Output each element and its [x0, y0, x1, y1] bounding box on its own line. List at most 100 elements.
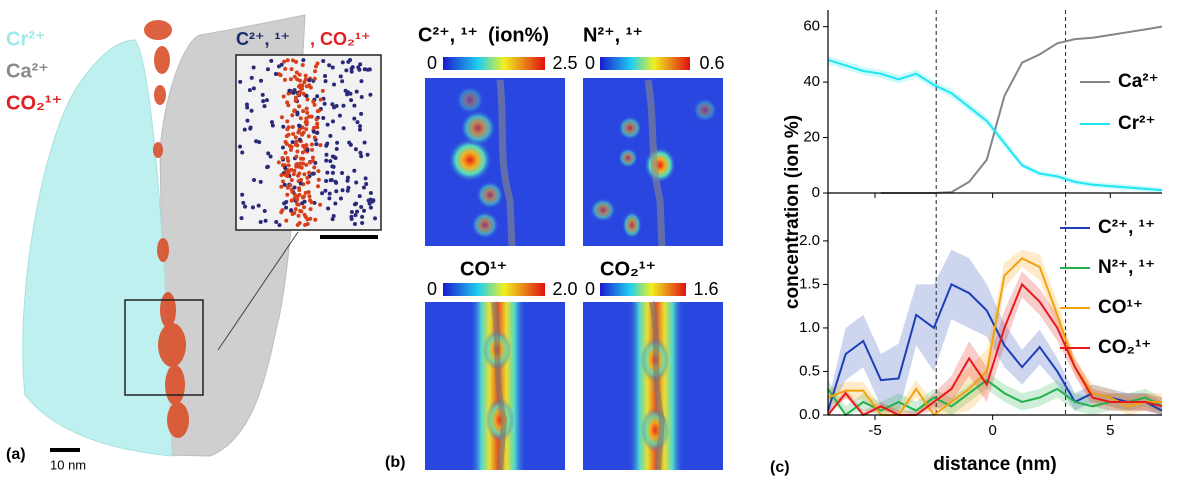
panel-b: (b) (ion%) C²⁺, ¹⁺ 0 2.5 N²⁺, ¹⁺ 0 0.6 CO¹⁺ 0 2.…	[385, 24, 725, 471]
atom	[258, 179, 263, 184]
atom	[248, 126, 253, 131]
atom	[311, 99, 316, 104]
atom	[349, 98, 354, 103]
atom	[301, 58, 306, 63]
atom	[358, 62, 363, 67]
atom	[285, 119, 290, 124]
zoom-connector	[217, 231, 299, 351]
atom	[332, 155, 337, 160]
atom	[359, 94, 364, 99]
atom	[299, 209, 304, 214]
atom	[289, 67, 294, 72]
colorbar	[443, 57, 545, 70]
atom	[269, 120, 274, 125]
atom	[307, 170, 312, 175]
atom	[349, 209, 354, 214]
atom	[355, 209, 360, 214]
atom	[318, 143, 323, 148]
atom	[289, 208, 294, 213]
atom	[314, 117, 319, 122]
atom	[340, 79, 345, 84]
atom	[321, 58, 326, 63]
atom	[305, 110, 310, 115]
error-band	[828, 55, 1162, 193]
atom	[331, 213, 336, 218]
atom	[335, 140, 340, 145]
atom	[304, 106, 309, 111]
atom	[328, 159, 333, 164]
atom	[241, 200, 246, 205]
atom	[358, 150, 363, 155]
heatmap	[425, 301, 565, 471]
atom	[307, 194, 312, 199]
atom	[334, 189, 339, 194]
atom	[291, 172, 296, 177]
atom	[324, 152, 329, 157]
atom	[282, 59, 287, 64]
atom	[294, 139, 299, 144]
atom	[250, 205, 255, 210]
atom	[265, 164, 270, 169]
atom	[340, 171, 345, 176]
atom	[244, 102, 249, 107]
atom	[293, 142, 298, 147]
map-title: C²⁺, ¹⁺	[418, 24, 478, 46]
atom	[312, 76, 317, 81]
atom	[365, 67, 370, 72]
atom	[359, 111, 364, 116]
atom	[288, 77, 293, 82]
atom	[298, 116, 303, 121]
atom	[296, 130, 301, 135]
atom	[345, 175, 350, 180]
atom	[299, 156, 304, 161]
atom	[340, 60, 345, 65]
atom	[256, 203, 261, 208]
atom	[243, 204, 248, 209]
atom	[303, 73, 308, 78]
atom	[323, 74, 328, 79]
atom	[289, 198, 294, 203]
atom	[361, 185, 366, 190]
atom	[296, 173, 301, 178]
atom	[315, 130, 320, 135]
atom	[362, 67, 367, 72]
atom	[239, 216, 244, 221]
y-tick-label: 1.0	[799, 319, 820, 336]
y-tick-label: 1.5	[799, 275, 820, 292]
atom	[281, 94, 286, 99]
atom	[289, 167, 294, 172]
atom	[245, 105, 250, 110]
atom	[240, 150, 245, 155]
atom	[251, 65, 256, 70]
x-axis-label: distance (nm)	[933, 454, 1057, 475]
atom	[290, 113, 295, 118]
colorbar-label: 2.0	[552, 279, 577, 299]
atom	[258, 219, 263, 224]
atom	[316, 169, 321, 174]
atom	[352, 222, 357, 227]
atom	[338, 196, 343, 201]
atom	[305, 222, 310, 227]
atom	[328, 178, 333, 183]
atom	[295, 149, 300, 154]
scale-bar-label: 10 nm	[50, 457, 86, 472]
atom	[257, 140, 262, 145]
atom	[312, 125, 317, 130]
colorbar	[600, 57, 690, 70]
atom	[293, 98, 298, 103]
atom	[296, 213, 301, 218]
atom	[305, 97, 310, 102]
atom	[295, 197, 300, 202]
inset-atoms	[238, 58, 378, 228]
y-tick-label: 40	[803, 73, 820, 90]
atom	[344, 68, 349, 73]
atom	[269, 58, 274, 63]
atom	[286, 170, 291, 175]
atom	[284, 199, 289, 204]
cr-region	[22, 39, 173, 457]
atom	[297, 137, 302, 142]
atom	[341, 126, 346, 131]
atom	[305, 175, 310, 180]
atom	[304, 84, 309, 89]
atom	[371, 198, 376, 203]
